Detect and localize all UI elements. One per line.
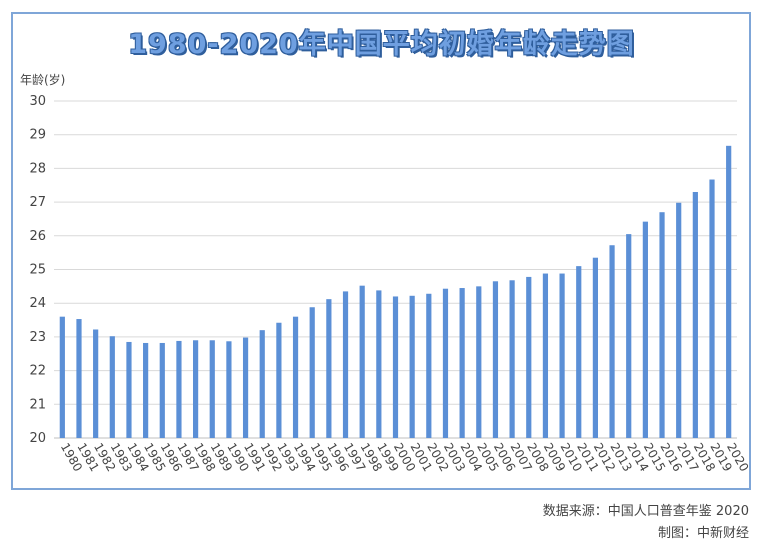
bar-2019 [709, 179, 715, 438]
y-tick-label: 30 [29, 94, 46, 109]
bar-1994 [292, 316, 299, 438]
y-tick-label: 24 [29, 296, 46, 311]
bar-2007 [509, 280, 515, 438]
bar-1981 [76, 319, 82, 438]
bar-2010 [559, 273, 565, 438]
bar-1997 [342, 291, 349, 438]
y-tick-label: 27 [29, 195, 46, 210]
bar-2006 [492, 281, 499, 438]
y-tick-label: 26 [29, 229, 46, 244]
bar-2008 [526, 276, 532, 438]
bar-2014 [626, 234, 632, 438]
data-source-note: 数据来源：中国人口普查年鉴 2020 [542, 504, 749, 519]
bar-1986 [159, 342, 165, 438]
bar-1988 [192, 340, 199, 438]
bar-1999 [376, 290, 382, 438]
bar-1989 [209, 340, 215, 438]
y-tick-label: 28 [29, 161, 46, 176]
bar-1996 [326, 299, 332, 438]
y-tick-label: 20 [29, 431, 46, 446]
bar-2017 [676, 202, 682, 438]
bar-2018 [692, 191, 698, 438]
bar-2000 [392, 296, 399, 438]
bar-2003 [442, 288, 449, 438]
bar-2013 [609, 245, 615, 438]
bar-1982 [93, 329, 99, 438]
bar-2002 [426, 293, 432, 438]
y-tick-label: 22 [29, 364, 46, 379]
bar-1983 [109, 336, 115, 438]
bar-1991 [242, 337, 249, 438]
bar-2015 [642, 221, 648, 438]
bar-1990 [226, 341, 232, 438]
bar-2011 [576, 266, 582, 438]
y-tick-label: 23 [29, 330, 46, 345]
bar-2016 [659, 212, 665, 438]
bar-2001 [409, 295, 415, 438]
bar-2009 [542, 273, 549, 438]
bar-2005 [476, 286, 482, 438]
bar-2004 [459, 288, 465, 438]
y-tick-label: 21 [29, 397, 46, 412]
bar-1984 [126, 341, 132, 438]
y-tick-label: 29 [29, 128, 46, 143]
chart-credit: 制图：中新财经 [657, 526, 749, 541]
bar-2020 [726, 145, 732, 439]
bar-1985 [143, 342, 149, 438]
chart-title: 1980-2020年中国平均初婚年龄走势图 [128, 29, 635, 60]
y-axis-label: 年龄(岁) [20, 72, 65, 87]
bar-1998 [359, 285, 365, 438]
bar-1993 [276, 322, 282, 438]
bar-1995 [309, 307, 315, 438]
bar-1992 [259, 330, 265, 438]
bar-1980 [59, 316, 65, 438]
bar-2012 [592, 257, 599, 438]
bar-1987 [176, 340, 182, 438]
y-tick-label: 25 [29, 263, 46, 278]
